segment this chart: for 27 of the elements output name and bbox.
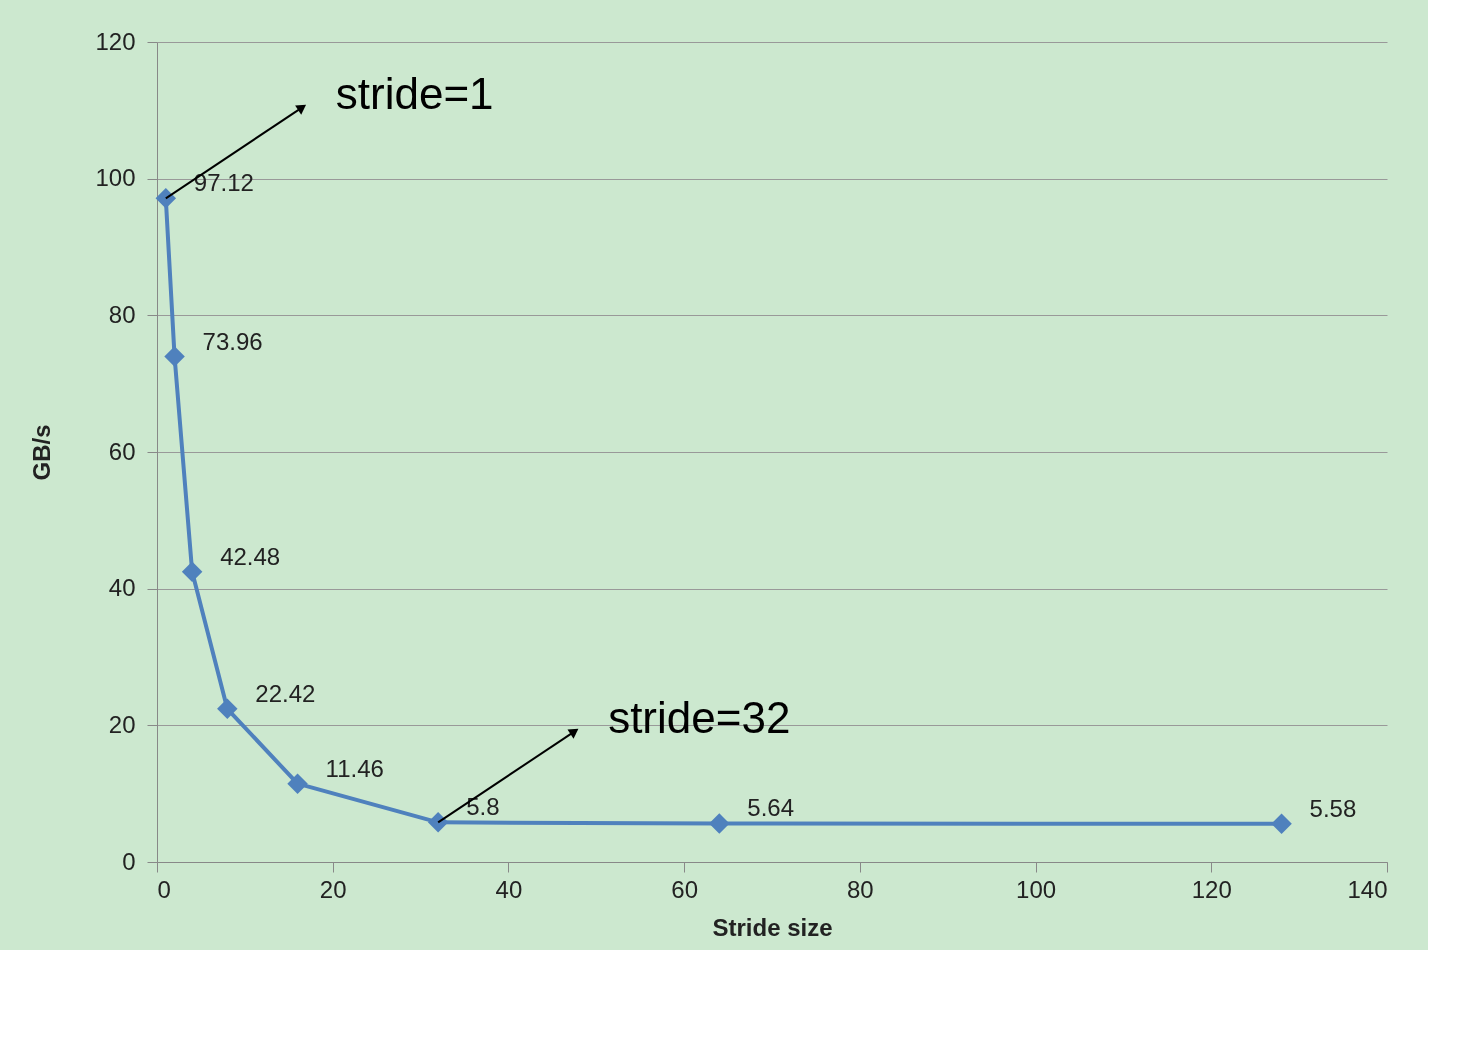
y-tick-label: 0 [122, 847, 136, 875]
annotation: stride=32 [608, 693, 791, 743]
y-tick-label: 60 [108, 437, 136, 465]
data-label: 5.8 [466, 793, 500, 821]
y-tick-label: 100 [95, 164, 136, 192]
data-label: 5.58 [1309, 794, 1357, 822]
annotation: stride=1 [335, 69, 494, 119]
y-tick-label: 120 [95, 27, 136, 55]
x-tick-label: 40 [495, 875, 523, 903]
data-label: 5.64 [747, 794, 794, 822]
y-tick-label: 40 [108, 574, 136, 602]
x-tick-label: 120 [1191, 875, 1232, 903]
data-label: 97.12 [193, 169, 254, 197]
y-tick-label: 80 [108, 300, 136, 328]
data-label: 22.42 [255, 679, 316, 707]
y-tick-label: 20 [108, 710, 136, 738]
x-tick-label: 60 [671, 875, 698, 903]
x-tick-label: 100 [1016, 875, 1057, 903]
x-tick-label: 20 [319, 875, 347, 903]
y-axis-title: GB/s [28, 424, 56, 481]
x-tick-label: 80 [847, 875, 874, 903]
x-axis-title: Stride size [712, 913, 833, 941]
x-tick-label: 0 [157, 875, 171, 903]
x-tick-label: 140 [1347, 875, 1388, 903]
data-label: 42.48 [220, 542, 281, 570]
data-label: 73.96 [202, 327, 263, 355]
data-label: 11.46 [325, 754, 384, 782]
